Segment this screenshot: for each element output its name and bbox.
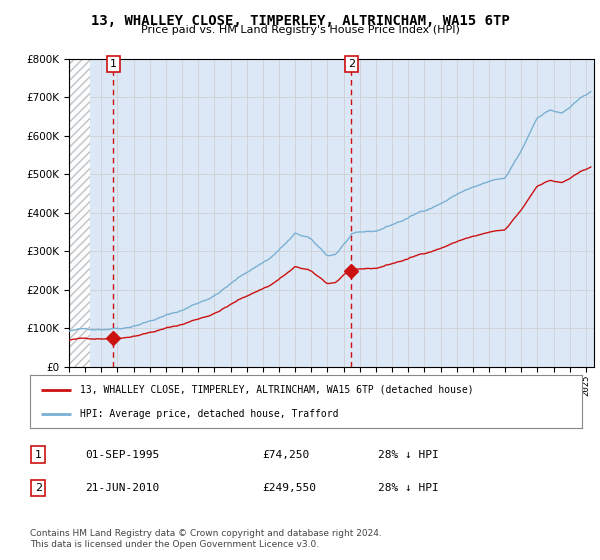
Text: 1: 1 (35, 450, 42, 460)
Text: 13, WHALLEY CLOSE, TIMPERLEY, ALTRINCHAM, WA15 6TP: 13, WHALLEY CLOSE, TIMPERLEY, ALTRINCHAM… (91, 14, 509, 28)
Text: HPI: Average price, detached house, Trafford: HPI: Average price, detached house, Traf… (80, 409, 338, 419)
Text: 28% ↓ HPI: 28% ↓ HPI (378, 450, 439, 460)
Bar (69, 59, 90, 367)
Text: 01-SEP-1995: 01-SEP-1995 (85, 450, 160, 460)
Text: 13, WHALLEY CLOSE, TIMPERLEY, ALTRINCHAM, WA15 6TP (detached house): 13, WHALLEY CLOSE, TIMPERLEY, ALTRINCHAM… (80, 385, 473, 395)
Text: 28% ↓ HPI: 28% ↓ HPI (378, 483, 439, 493)
Text: Contains HM Land Registry data © Crown copyright and database right 2024.
This d: Contains HM Land Registry data © Crown c… (30, 529, 382, 549)
Text: 2: 2 (347, 59, 355, 69)
Text: 21-JUN-2010: 21-JUN-2010 (85, 483, 160, 493)
Text: £74,250: £74,250 (262, 450, 309, 460)
Text: 1: 1 (110, 59, 117, 69)
Text: £249,550: £249,550 (262, 483, 316, 493)
Text: 2: 2 (35, 483, 42, 493)
Text: Price paid vs. HM Land Registry's House Price Index (HPI): Price paid vs. HM Land Registry's House … (140, 25, 460, 35)
